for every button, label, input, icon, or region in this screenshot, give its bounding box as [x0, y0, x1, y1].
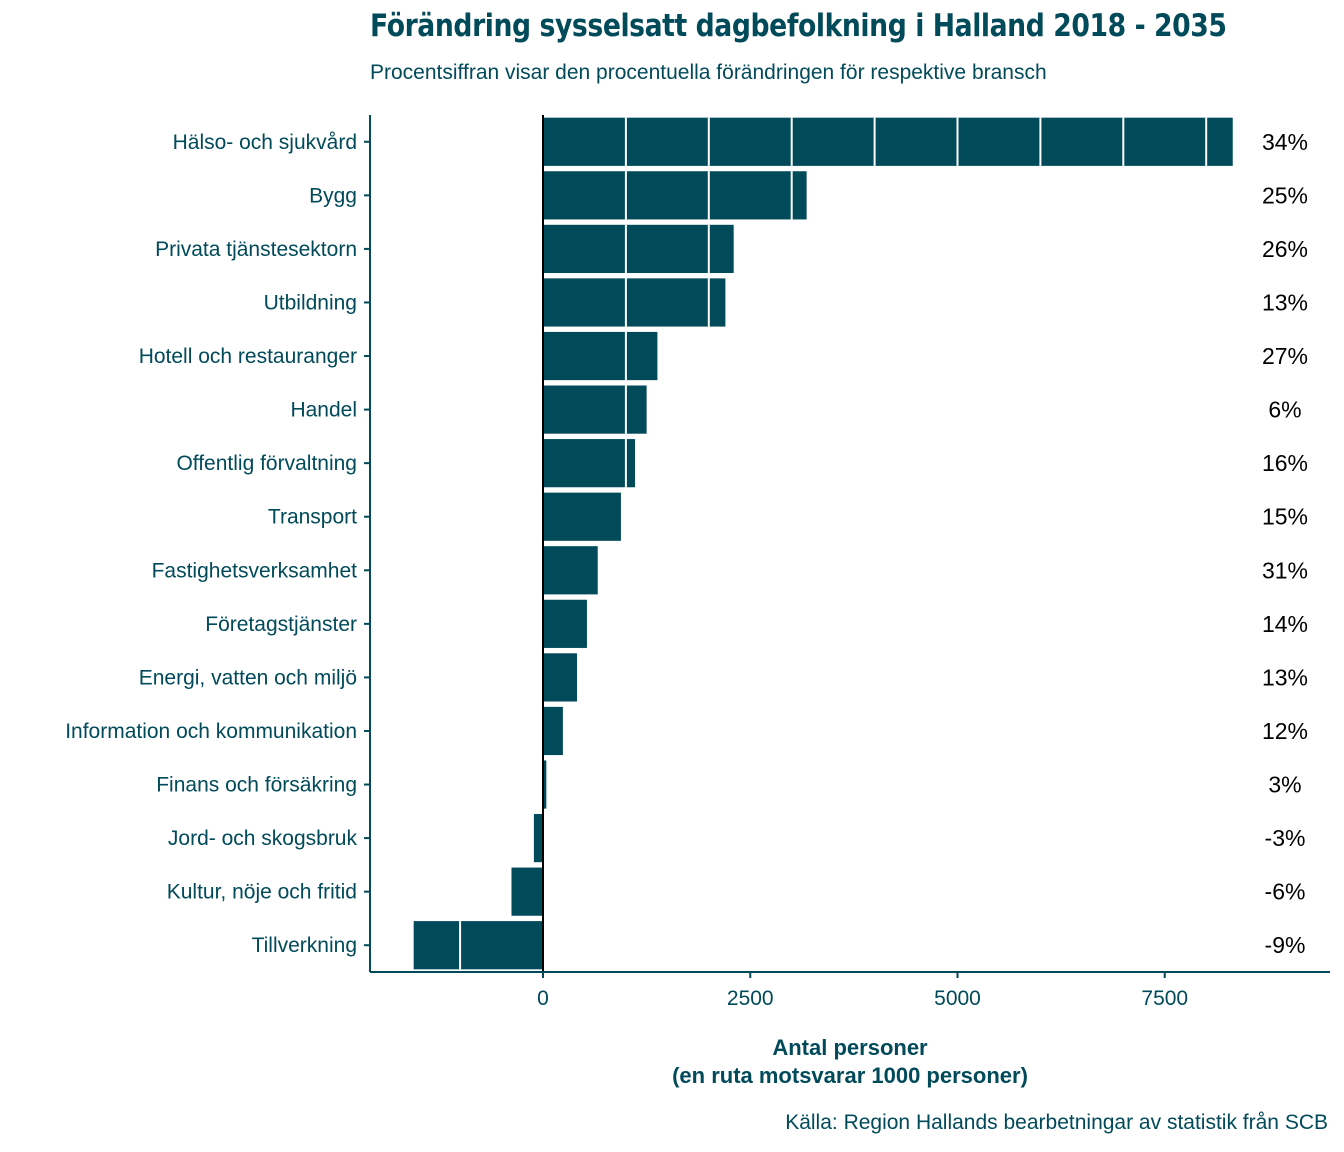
x-axis-title: Antal personer (en ruta motsvarar 1000 p…: [370, 1034, 1330, 1090]
bar: [413, 921, 543, 970]
x-tick-label: 7500: [1141, 987, 1188, 1010]
y-tick-label: Fastighetsverksamhet: [152, 559, 358, 582]
x-tick-label: 0: [537, 987, 549, 1010]
bar: [543, 224, 734, 274]
y-tick-label: Jord- och skogsbruk: [168, 827, 358, 850]
bar: [543, 117, 1233, 166]
y-tick-label: Energi, vatten och miljö: [139, 666, 357, 689]
y-tick-label: Bygg: [309, 184, 357, 207]
bar: [543, 171, 807, 220]
chart-subtitle: Procentsiffran visar den procentuella fö…: [370, 61, 1047, 84]
y-tick-label: Företagstjänster: [205, 613, 357, 636]
bar: [543, 439, 636, 488]
percent-label: -6%: [1265, 879, 1306, 905]
percent-label: 14%: [1262, 611, 1308, 637]
y-tick-label: Information och kommunikation: [65, 720, 357, 743]
x-tick-label: 5000: [934, 987, 981, 1010]
bar: [533, 813, 543, 863]
percent-label: 31%: [1262, 557, 1308, 583]
bar: [543, 653, 577, 702]
y-tick-label: Hälso- och sjukvård: [173, 131, 357, 154]
y-tick-label: Kultur, nöje och fritid: [167, 881, 357, 904]
y-tick-label: Tillverkning: [252, 934, 357, 957]
x-tick-label: 2500: [727, 987, 774, 1010]
y-tick-label: Transport: [268, 506, 357, 529]
y-tick-label: Finans och försäkring: [156, 774, 357, 797]
percent-label: 6%: [1268, 397, 1301, 423]
percent-label: 13%: [1262, 664, 1308, 690]
percent-label: 16%: [1262, 450, 1308, 476]
bar: [543, 385, 647, 434]
bar: [543, 278, 726, 327]
percent-label: 12%: [1262, 718, 1308, 744]
x-axis-title-line2: (en ruta motsvarar 1000 personer): [672, 1063, 1028, 1088]
percent-label: 27%: [1262, 343, 1308, 369]
chart-title: Förändring sysselsatt dagbefolkning i Ha…: [370, 8, 1227, 44]
percent-label: 25%: [1262, 182, 1308, 208]
y-tick-label: Hotell och restauranger: [139, 345, 357, 368]
percent-label: -3%: [1265, 825, 1306, 851]
percent-label: 34%: [1262, 129, 1308, 155]
bar: [543, 331, 658, 381]
y-tick-label: Privata tjänstesektorn: [155, 238, 357, 261]
percent-label: 3%: [1268, 772, 1301, 798]
bar: [543, 546, 598, 595]
source-caption: Källa: Region Hallands bearbetningar av …: [785, 1111, 1328, 1134]
percent-label: 15%: [1262, 504, 1308, 530]
bar: [543, 760, 547, 809]
bar: [543, 599, 587, 648]
percent-label: 13%: [1262, 289, 1308, 315]
x-axis-title-line1: Antal personer: [772, 1035, 928, 1060]
y-tick-label: Handel: [290, 399, 357, 422]
bar: [543, 706, 563, 756]
percent-label: -9%: [1265, 932, 1306, 958]
y-tick-label: Utbildning: [264, 291, 357, 314]
bar: [543, 492, 621, 541]
bar: [511, 867, 543, 916]
percent-label: 26%: [1262, 236, 1308, 262]
y-tick-label: Offentlig förvaltning: [176, 452, 357, 475]
